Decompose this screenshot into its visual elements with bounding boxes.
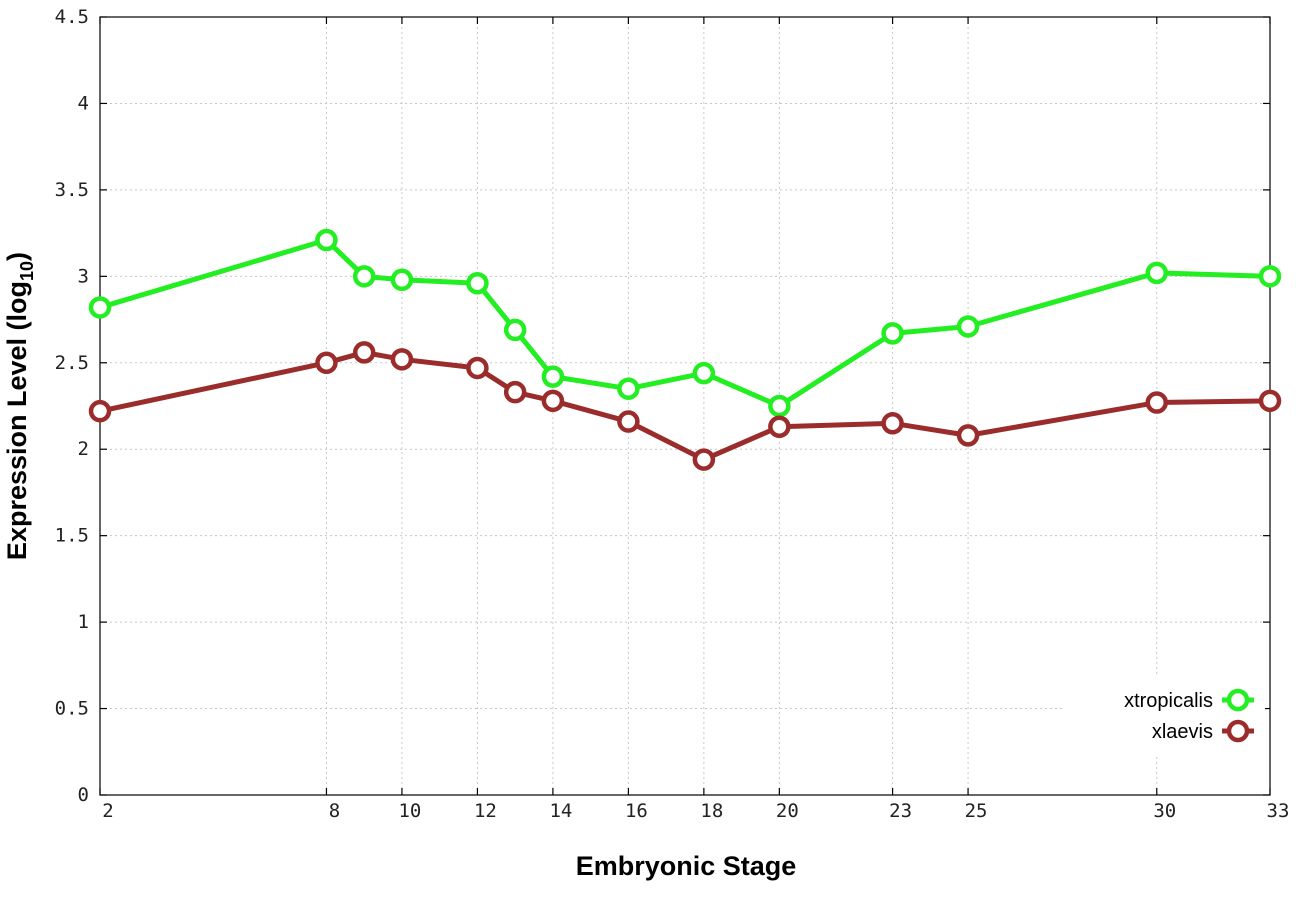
x-axis-tick-labels: 2 8 10 12 14 16 18 20 23 25 30 33 bbox=[102, 800, 1289, 822]
data-point-xlaevis bbox=[503, 380, 527, 404]
y-axis-title-subscript: 10 bbox=[17, 261, 37, 281]
x-tick-label: 10 bbox=[398, 800, 421, 822]
series-layer bbox=[88, 228, 1282, 471]
x-tick-label: 18 bbox=[700, 800, 723, 822]
x-tick-label: 20 bbox=[776, 800, 799, 822]
y-tick-label: 1.5 bbox=[55, 525, 89, 547]
x-tick-label: 12 bbox=[474, 800, 497, 822]
x-tick-label: 8 bbox=[329, 800, 340, 822]
legend-background bbox=[1065, 675, 1265, 757]
x-tick-label: 33 bbox=[1267, 800, 1290, 822]
data-point-xlaevis bbox=[315, 351, 338, 375]
data-point-xtropicalis bbox=[315, 228, 338, 252]
x-tick-label: 30 bbox=[1153, 800, 1176, 822]
data-point-xlaevis bbox=[956, 424, 980, 447]
legend-marker-xlaevis bbox=[1226, 719, 1250, 743]
y-tick-label: 0.5 bbox=[55, 698, 89, 720]
y-axis-title: Expression Level (log10) bbox=[2, 252, 37, 560]
data-point-xlaevis bbox=[352, 341, 376, 364]
x-tick-label: 23 bbox=[889, 800, 912, 822]
data-point-xtropicalis bbox=[503, 318, 527, 342]
x-tick-label: 25 bbox=[965, 800, 988, 822]
x-tick-label: 16 bbox=[625, 800, 648, 822]
data-point-xtropicalis bbox=[88, 296, 112, 319]
data-point-xtropicalis bbox=[390, 268, 414, 292]
data-point-xlaevis bbox=[617, 410, 640, 433]
y-tick-label: 2 bbox=[78, 438, 89, 460]
legend: xtropicalis xlaevis bbox=[1065, 675, 1265, 757]
data-point-xlaevis bbox=[1258, 389, 1282, 413]
data-point-xlaevis bbox=[768, 415, 791, 438]
y-tick-label: 1 bbox=[78, 611, 89, 633]
legend-marker-xtropicalis bbox=[1226, 688, 1250, 712]
legend-entry-xtropicalis: xtropicalis bbox=[1124, 688, 1254, 712]
x-axis-title: Embryonic Stage bbox=[576, 851, 797, 881]
y-tick-label: 4.5 bbox=[55, 6, 89, 28]
data-point-xlaevis bbox=[881, 412, 904, 435]
x-tick-label: 2 bbox=[102, 800, 113, 822]
y-tick-label: 2.5 bbox=[55, 352, 89, 374]
data-point-xtropicalis bbox=[1145, 261, 1169, 285]
data-point-xlaevis bbox=[541, 389, 565, 413]
y-axis-tick-labels: 0 0.5 1 1.5 2 2.5 3 3.5 4 4.5 bbox=[55, 6, 89, 806]
data-point-xtropicalis bbox=[352, 265, 376, 288]
data-point-xlaevis bbox=[88, 399, 112, 423]
series-xlaevis bbox=[88, 341, 1282, 471]
data-point-xtropicalis bbox=[541, 365, 565, 388]
legend-label-xlaevis: xlaevis bbox=[1152, 721, 1213, 743]
data-point-xlaevis bbox=[390, 348, 414, 371]
y-tick-label: 0 bbox=[78, 784, 89, 806]
data-point-xtropicalis bbox=[466, 271, 489, 295]
y-axis-title-main: Expression Level (log bbox=[2, 281, 32, 560]
grid bbox=[100, 17, 1270, 795]
x-tick-label: 14 bbox=[549, 800, 572, 822]
data-point-xtropicalis bbox=[956, 315, 980, 338]
data-point-xtropicalis bbox=[692, 361, 716, 385]
legend-label-xtropicalis: xtropicalis bbox=[1124, 690, 1213, 712]
data-point-xlaevis bbox=[1145, 391, 1169, 414]
series-line-xlaevis bbox=[99, 349, 1271, 463]
data-point-xlaevis bbox=[466, 356, 489, 380]
legend-entry-xlaevis: xlaevis bbox=[1152, 719, 1254, 743]
y-tick-label: 4 bbox=[78, 92, 89, 114]
series-line-xtropicalis bbox=[99, 237, 1271, 409]
y-axis-title-close: ) bbox=[2, 252, 32, 261]
series-xtropicalis bbox=[88, 228, 1282, 418]
y-tick-label: 3 bbox=[78, 265, 89, 287]
data-point-xlaevis bbox=[692, 448, 716, 471]
y-tick-label: 3.5 bbox=[55, 179, 89, 201]
data-point-xtropicalis bbox=[768, 394, 791, 418]
data-point-xtropicalis bbox=[1258, 265, 1282, 288]
data-point-xtropicalis bbox=[617, 377, 640, 400]
data-point-xtropicalis bbox=[881, 322, 904, 345]
